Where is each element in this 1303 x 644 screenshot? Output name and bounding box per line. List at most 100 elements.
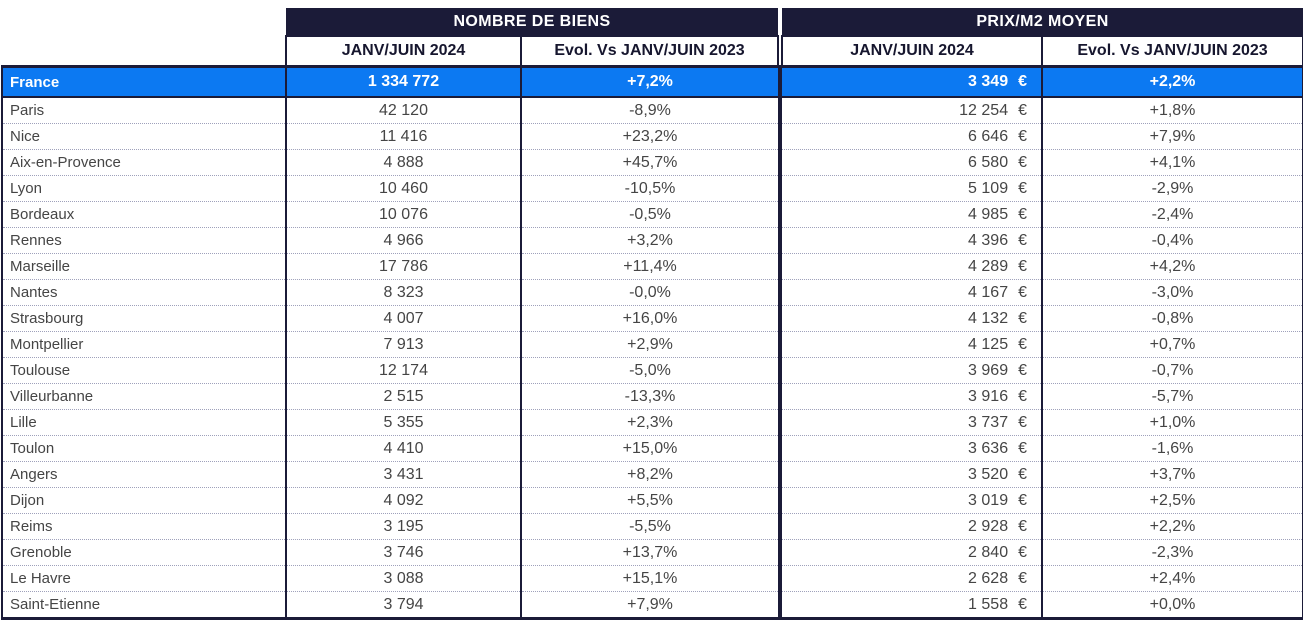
city-name-cell: Toulon (1, 435, 286, 462)
nombre-biens-cell: 3 431 (285, 461, 521, 488)
subheader-nombre-periode: JANV/JUIN 2024 (285, 35, 522, 68)
evol-prix-cell: -3,0% (1041, 279, 1303, 306)
table-body: France 1 334 772 +7,2% 3 349 € +2,2% Pari… (1, 65, 1303, 620)
prix-value: 3 969 (968, 361, 1009, 379)
evol-nombre-cell: +15,0% (520, 435, 778, 462)
prix-value: 4 167 (968, 283, 1009, 301)
nombre-biens-cell: 2 515 (285, 383, 521, 410)
evol-prix-cell: -2,4% (1041, 201, 1303, 228)
nombre-biens-cell: 17 786 (285, 253, 521, 280)
table-row: Toulouse 12 174 -5,0% 3 969 € -0,7% (1, 357, 1303, 384)
nombre-biens-cell: 8 323 (285, 279, 521, 306)
prix-value: 6 646 (968, 127, 1009, 145)
euro-symbol: € (1018, 101, 1027, 119)
euro-symbol: € (1018, 387, 1027, 405)
euro-symbol: € (1018, 231, 1027, 249)
nombre-biens-cell: 4 007 (285, 305, 521, 332)
nombre-biens-cell: 10 460 (285, 175, 521, 202)
evol-prix-cell: +2,4% (1041, 565, 1303, 592)
prix-m2-cell: 4 985 € (782, 201, 1042, 228)
prix-value: 4 985 (968, 205, 1009, 223)
header-group-row: NOMBRE DE BIENS PRIX/M2 MOYEN (2, 8, 1303, 36)
group-divider (778, 201, 782, 228)
nombre-biens-cell: 11 416 (285, 123, 521, 150)
evol-nombre-cell: +11,4% (520, 253, 778, 280)
euro-symbol: € (1018, 569, 1027, 587)
nombre-biens-cell: 3 088 (285, 565, 521, 592)
evol-prix-cell: +4,1% (1041, 149, 1303, 176)
nombre-biens-cell: 4 966 (285, 227, 521, 254)
group-divider (778, 97, 782, 124)
evol-prix-cell: +2,5% (1041, 487, 1303, 514)
prix-value: 4 396 (968, 231, 1009, 249)
city-name-cell: Rennes (1, 227, 286, 254)
group-divider (778, 331, 782, 358)
prix-m2-cell: 3 349 € (782, 65, 1042, 98)
prix-value: 3 019 (968, 491, 1009, 509)
city-name-cell: Aix-en-Provence (1, 149, 286, 176)
prix-value: 3 737 (968, 413, 1009, 431)
euro-symbol: € (1018, 491, 1027, 509)
nombre-biens-cell: 42 120 (285, 96, 521, 124)
evol-prix-cell: -2,9% (1041, 175, 1303, 202)
evol-prix-cell: +7,9% (1041, 123, 1303, 150)
evol-prix-cell: +0,7% (1041, 331, 1303, 358)
nombre-biens-cell: 3 195 (285, 513, 521, 540)
euro-symbol: € (1018, 595, 1027, 613)
table-row: Lille 5 355 +2,3% 3 737 € +1,0% (1, 409, 1303, 436)
prix-value: 3 636 (968, 439, 1009, 457)
table-row: Montpellier 7 913 +2,9% 4 125 € +0,7% (1, 331, 1303, 358)
evol-prix-cell: +3,7% (1041, 461, 1303, 488)
prix-value: 2 628 (968, 569, 1009, 587)
euro-symbol: € (1018, 257, 1027, 275)
city-name-cell: Lyon (1, 175, 286, 202)
prix-m2-cell: 3 636 € (782, 435, 1042, 462)
corner-spacer (2, 36, 286, 67)
prix-m2-cell: 3 520 € (782, 461, 1042, 488)
city-name-cell: Nantes (1, 279, 286, 306)
evol-prix-cell: -0,8% (1041, 305, 1303, 332)
city-name-cell: Strasbourg (1, 305, 286, 332)
city-name-cell: Saint-Etienne (1, 591, 286, 620)
evol-nombre-cell: +13,7% (520, 539, 778, 566)
evol-nombre-cell: -0,5% (520, 201, 778, 228)
subheader-prix-periode: JANV/JUIN 2024 (781, 35, 1043, 68)
prix-m2-cell: 2 928 € (782, 513, 1042, 540)
euro-symbol: € (1018, 517, 1027, 535)
table-row: Aix-en-Provence 4 888 +45,7% 6 580 € +4,1… (1, 149, 1303, 176)
corner-spacer (2, 8, 286, 36)
evol-prix-cell: +4,2% (1041, 253, 1303, 280)
nombre-biens-cell: 7 913 (285, 331, 521, 358)
prix-value: 2 840 (968, 543, 1009, 561)
table-row: Rennes 4 966 +3,2% 4 396 € -0,4% (1, 227, 1303, 254)
prix-value: 3 520 (968, 465, 1009, 483)
city-name-cell: Reims (1, 513, 286, 540)
evol-nombre-cell: -10,5% (520, 175, 778, 202)
nombre-biens-cell: 4 410 (285, 435, 521, 462)
group-divider (778, 383, 782, 410)
subheader-nombre-evol: Evol. Vs JANV/JUIN 2023 (520, 35, 779, 68)
evol-prix-cell: +2,2% (1041, 65, 1303, 98)
prix-m2-cell: 3 737 € (782, 409, 1042, 436)
euro-symbol: € (1018, 127, 1027, 145)
table-row: Reims 3 195 -5,5% 2 928 € +2,2% (1, 513, 1303, 540)
nombre-biens-cell: 1 334 772 (285, 65, 521, 98)
euro-symbol: € (1018, 361, 1027, 379)
prix-m2-cell: 4 167 € (782, 279, 1042, 306)
evol-nombre-cell: +8,2% (520, 461, 778, 488)
subheader-prix-evol: Evol. Vs JANV/JUIN 2023 (1041, 35, 1303, 68)
prix-m2-cell: 4 125 € (782, 331, 1042, 358)
group-divider (778, 565, 782, 592)
prix-value: 1 558 (968, 595, 1009, 613)
evol-nombre-cell: +23,2% (520, 123, 778, 150)
evol-prix-cell: +1,8% (1041, 96, 1303, 124)
prix-value: 4 132 (968, 309, 1009, 327)
group-divider (778, 227, 782, 254)
euro-symbol: € (1018, 465, 1027, 483)
header-nombre-de-biens: NOMBRE DE BIENS (286, 8, 778, 36)
group-divider (778, 409, 782, 436)
group-divider (778, 539, 782, 566)
prix-m2-cell: 1 558 € (782, 591, 1042, 620)
evol-nombre-cell: -5,5% (520, 513, 778, 540)
header-sub-row: JANV/JUIN 2024 Evol. Vs JANV/JUIN 2023 J… (2, 35, 1303, 68)
